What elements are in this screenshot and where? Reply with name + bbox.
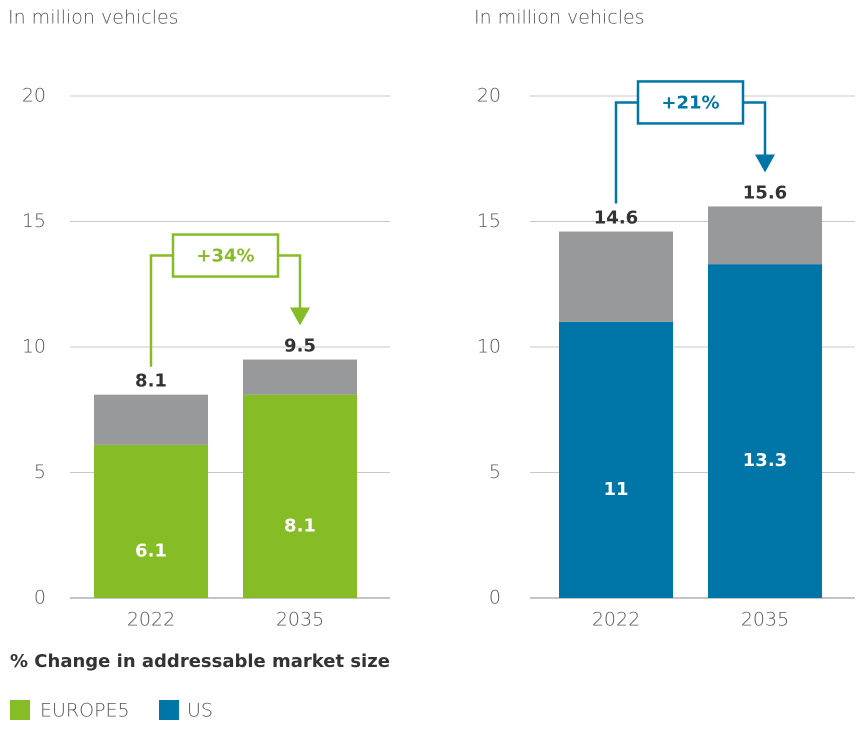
y-tick-label: 10 — [477, 336, 501, 358]
bar-segment — [243, 359, 357, 395]
annotation-bracket — [149, 254, 173, 367]
x-tick-label: 2022 — [127, 609, 175, 631]
bar-segment — [559, 231, 673, 322]
annotation-bracket — [614, 101, 638, 204]
bar-value-label: 11 — [603, 479, 628, 500]
y-tick-label: 15 — [22, 210, 46, 232]
y-tick-label: 10 — [22, 336, 46, 358]
bar-segment — [559, 321, 673, 598]
total-label: 9.5 — [284, 336, 316, 357]
bar-value-label: 13.3 — [743, 450, 787, 471]
annotation-arrow — [290, 307, 310, 326]
y-tick-label: 15 — [477, 210, 501, 232]
x-tick-label: 2022 — [592, 609, 640, 631]
annotation-bracket — [743, 101, 767, 159]
y-tick-label: 20 — [22, 85, 46, 107]
annotation-arrow — [755, 154, 775, 173]
axis-title: In million vehicles — [8, 7, 179, 29]
total-label: 15.6 — [743, 182, 787, 203]
bar-value-label: 8.1 — [284, 515, 316, 536]
bar-segment — [94, 444, 208, 598]
legend-label: EUROPE5 — [40, 700, 130, 722]
y-tick-label: 20 — [477, 85, 501, 107]
legend-title: % Change in addressable market size — [10, 651, 390, 672]
annotation-label: +34% — [196, 246, 254, 267]
y-tick-label: 0 — [34, 587, 46, 609]
annotation-bracket — [278, 254, 302, 312]
legend-swatch — [159, 700, 179, 720]
y-tick-label: 5 — [489, 461, 501, 483]
bar-segment — [708, 206, 822, 265]
y-tick-label: 0 — [489, 587, 501, 609]
bar-segment — [243, 394, 357, 598]
x-tick-label: 2035 — [276, 609, 324, 631]
legend-label: US — [187, 700, 213, 722]
annotation-label: +21% — [661, 92, 719, 113]
x-tick-label: 2035 — [741, 609, 789, 631]
bar-segment — [708, 264, 822, 598]
total-label: 14.6 — [594, 208, 638, 229]
y-tick-label: 5 — [34, 461, 46, 483]
bar-value-label: 6.1 — [135, 540, 167, 561]
bar-segment — [94, 394, 208, 445]
axis-title: In million vehicles — [474, 7, 645, 29]
total-label: 8.1 — [135, 371, 167, 392]
annotation-box — [636, 80, 745, 125]
legend-swatch — [10, 700, 30, 720]
